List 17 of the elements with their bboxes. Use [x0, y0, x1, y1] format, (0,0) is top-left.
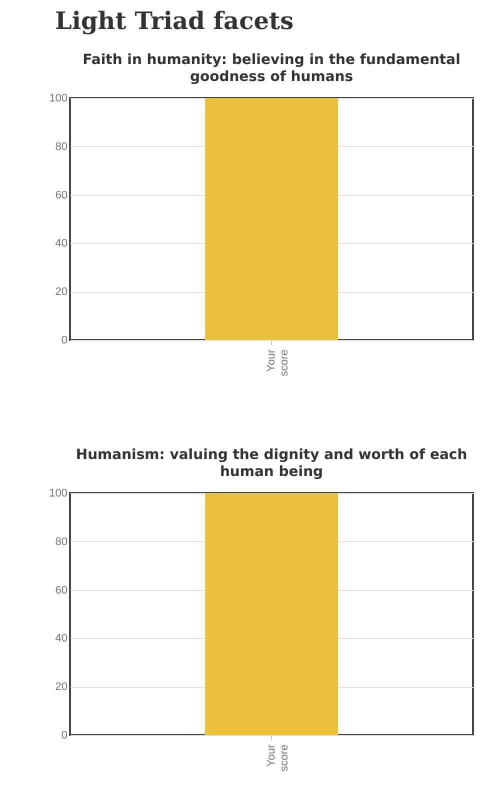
- y-tick-label: 60: [55, 189, 68, 202]
- y-tick-label: 40: [55, 632, 68, 645]
- y-tick-label: 100: [49, 92, 68, 104]
- y-tick-label: 20: [55, 286, 68, 298]
- y-tick-label: 20: [55, 681, 68, 694]
- chart-title: Humanism: valuing the dignity and worth of each human being: [76, 447, 468, 480]
- y-tick-label: 0: [61, 334, 68, 346]
- x-tick-label: Your score: [266, 744, 290, 772]
- y-tick-label: 0: [61, 730, 68, 742]
- y-tick-label: 40: [55, 238, 68, 250]
- y-tick-label: 60: [55, 584, 68, 596]
- x-tick-label: Your score: [266, 349, 290, 376]
- chart-subtitle: Faith in humanity: believing in the fundamental goodness of humans: [82, 52, 460, 85]
- chart-title: Light Triad facets: [55, 6, 295, 35]
- y-tick-label: 80: [55, 536, 68, 548]
- y-tick-label: 80: [55, 140, 68, 153]
- y-tick-label: 100: [49, 488, 68, 500]
